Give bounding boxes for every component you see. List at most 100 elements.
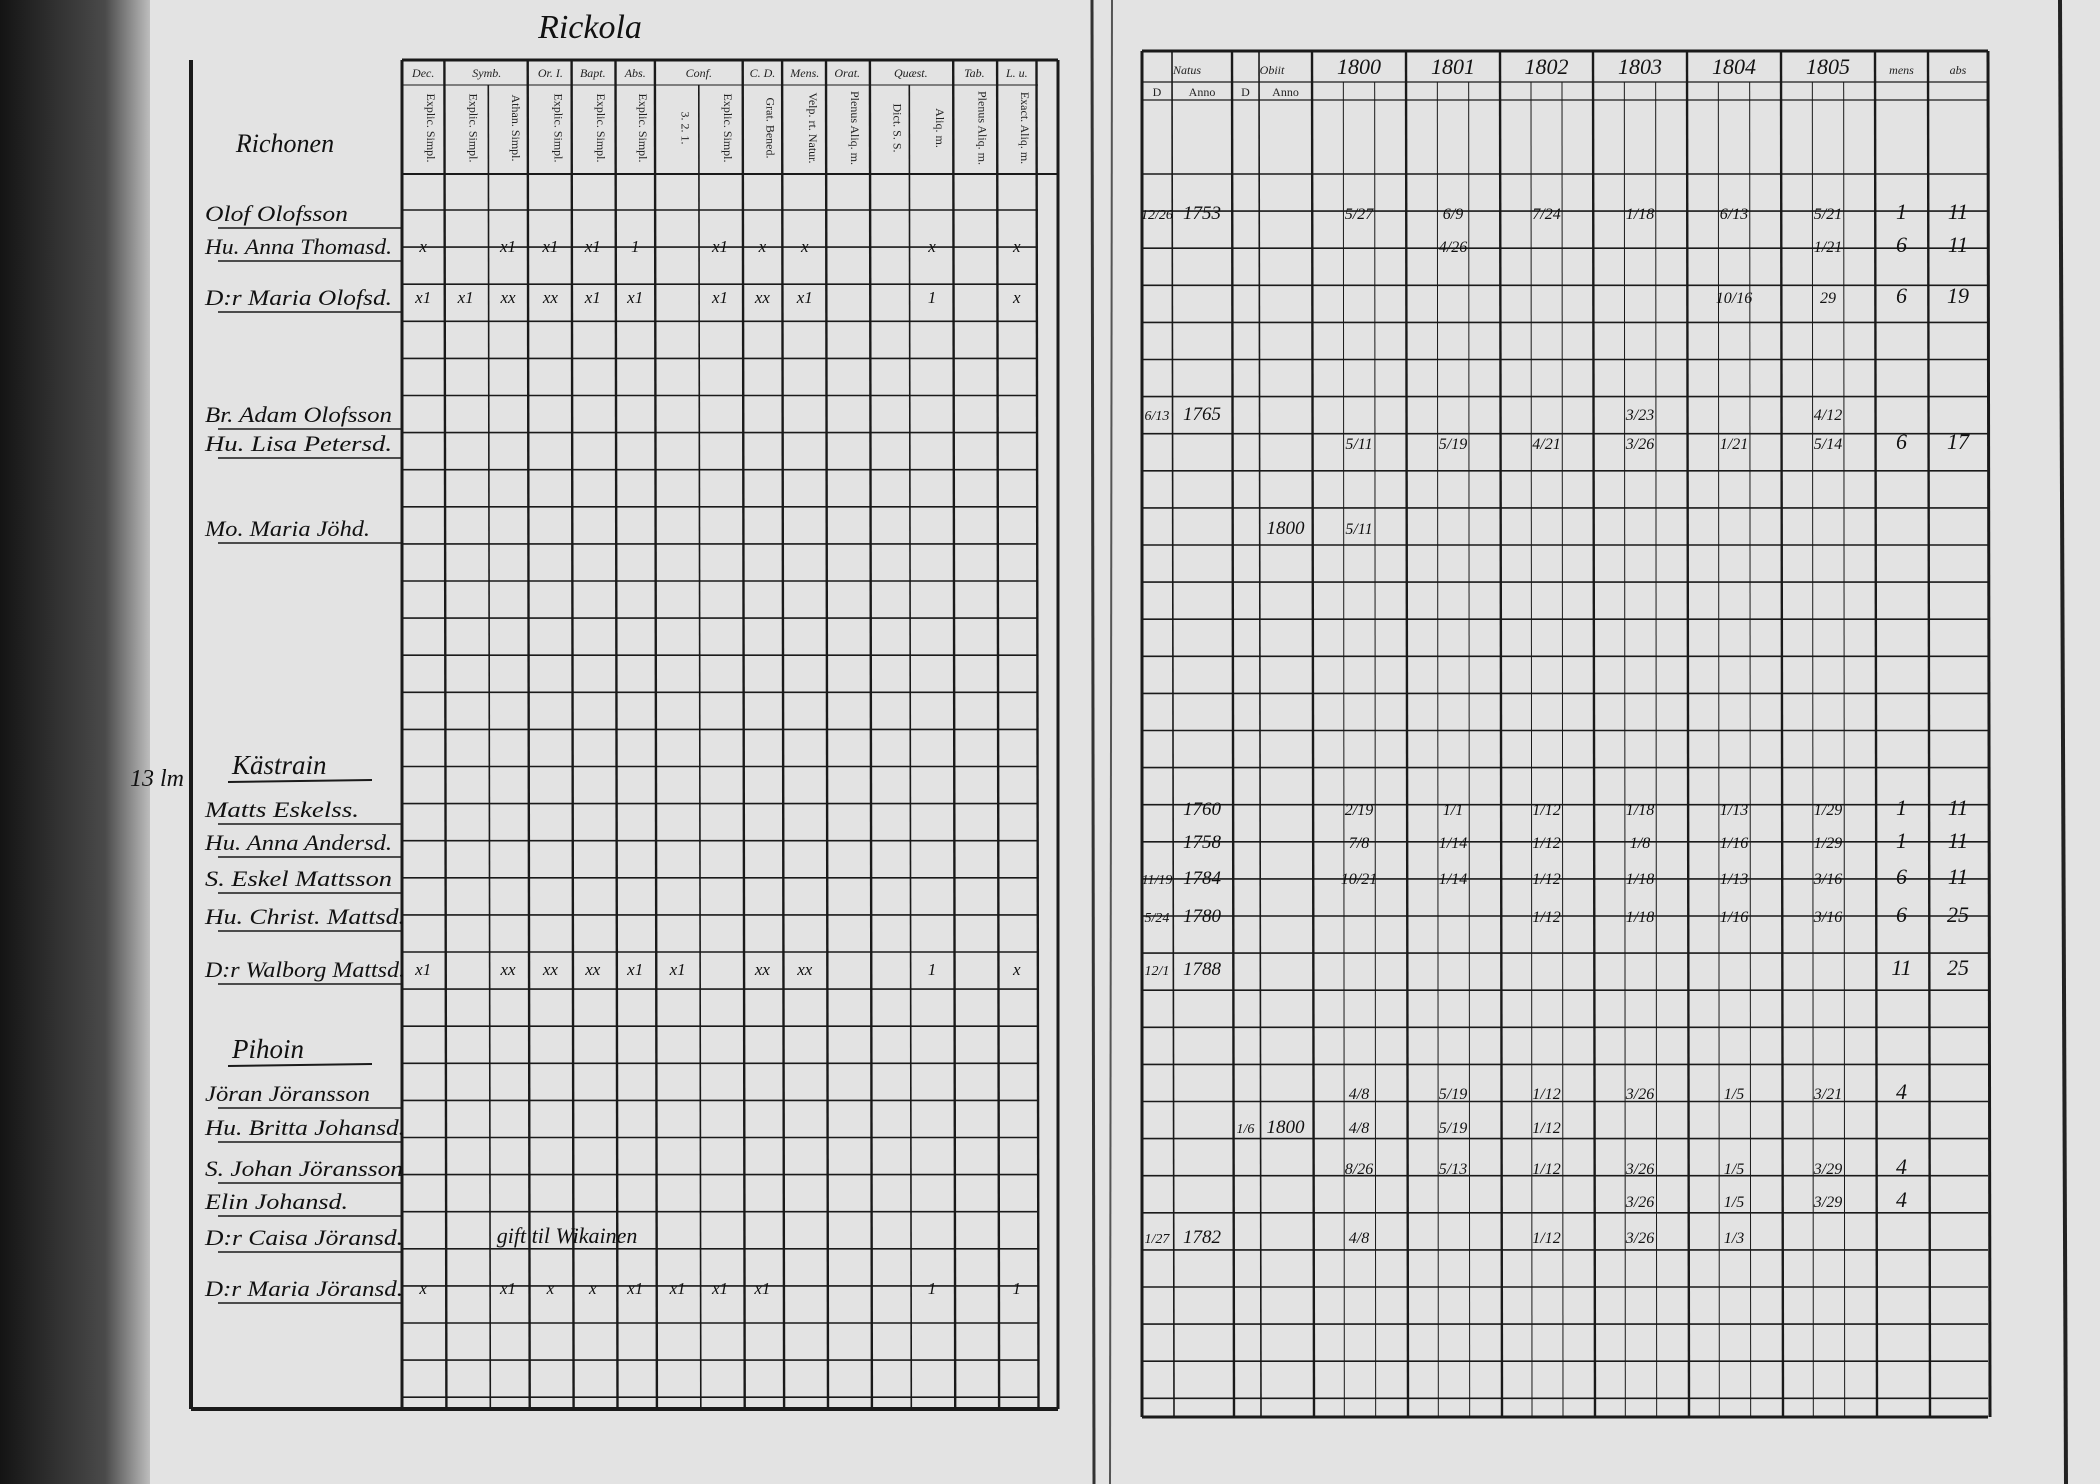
date-anno: 1784	[1183, 868, 1222, 889]
person-name: D:r Maria Olofsd.	[204, 285, 392, 310]
rule	[1171, 50, 1175, 1418]
examination-mark: x1	[584, 288, 601, 307]
examination-mark: x1	[711, 237, 728, 256]
rule	[1404, 50, 1410, 1418]
rule	[868, 59, 874, 1410]
year-entry: 3/16	[1813, 871, 1842, 888]
rule	[614, 59, 619, 1410]
examination-mark: x1	[457, 288, 474, 307]
year-entry: 1/18	[1626, 206, 1654, 223]
examination-mark: x1	[541, 237, 558, 256]
year-entry: 25	[1947, 955, 1969, 980]
year-entry: 1/12	[1532, 871, 1560, 888]
rule	[1843, 81, 1846, 1418]
year-entry: 5/14	[1814, 436, 1842, 453]
column-subheader: 3. 2. 1.	[679, 112, 693, 145]
year-entry: 1/14	[1439, 871, 1467, 888]
year-entry: 3/21	[1813, 1086, 1842, 1103]
year-entry: 10/16	[1716, 290, 1752, 307]
rule	[780, 59, 786, 1410]
rule	[1561, 81, 1564, 1418]
year-entry: 5/11	[1345, 436, 1372, 453]
year-entry: 3/26	[1625, 1194, 1654, 1211]
examination-mark: x	[927, 237, 936, 256]
examination-mark: x1	[584, 237, 601, 256]
year-entry: 6/9	[1443, 206, 1463, 223]
examination-mark: xx	[499, 960, 516, 979]
examination-mark: x1	[711, 288, 728, 307]
year-entry: 3/26	[1625, 1230, 1654, 1247]
rule	[1926, 50, 1932, 1418]
person-name: D:r Walborg Mattsd.	[204, 957, 405, 982]
examination-mark: x	[800, 237, 809, 256]
rule	[1374, 81, 1377, 1418]
date-anno: 1758	[1183, 832, 1222, 853]
year-entry: 8/26	[1345, 1161, 1373, 1178]
rule	[1717, 81, 1720, 1418]
person-name: Mo. Maria Jöhd.	[204, 516, 370, 541]
year-entry: 1/3	[1724, 1230, 1744, 1247]
person-name: Hu. Anna Thomasd.	[204, 234, 392, 259]
column-header: mens	[1889, 63, 1914, 77]
column-subheader: Grat. Bened.	[763, 98, 777, 159]
year-entry: 29	[1820, 290, 1836, 307]
column-subheader: Plenus Aliq. m.	[848, 91, 862, 165]
rule	[443, 59, 448, 1410]
page-fold	[1109, 0, 1113, 1484]
column-subheader: Anno	[1272, 85, 1299, 99]
rule	[1749, 81, 1752, 1418]
examination-mark: x	[1012, 237, 1021, 256]
column-subheader: D	[1153, 85, 1162, 99]
year-entry: 1	[1896, 828, 1907, 853]
section-label: Kästrain	[231, 750, 327, 780]
examination-mark: x	[758, 237, 767, 256]
column-group: Bapt.	[580, 66, 606, 80]
year-entry: 1/13	[1720, 871, 1748, 888]
rule	[1591, 50, 1597, 1418]
year-entry: 1/18	[1626, 909, 1654, 926]
rule	[487, 84, 492, 1410]
year-entry: 4/26	[1439, 239, 1467, 256]
person-name: Matts Eskelss.	[204, 797, 359, 822]
examination-mark: 1	[928, 960, 937, 979]
column-group: Orat.	[834, 66, 860, 80]
examination-mark: 1	[928, 1279, 937, 1298]
column-group: Dec.	[411, 66, 434, 80]
rule	[697, 84, 702, 1410]
examination-mark: x	[418, 1279, 427, 1298]
year-entry: 2/19	[1345, 802, 1373, 819]
year-entry: 1/21	[1814, 239, 1842, 256]
year-entry: 4	[1896, 1079, 1907, 1104]
year-entry: 6/13	[1720, 206, 1748, 223]
date-anno: 1780	[1183, 906, 1222, 927]
date-day: 5/24	[1145, 911, 1170, 926]
column-subheader: Velp. rt. Natur.	[806, 93, 820, 164]
year-entry: 17	[1947, 429, 1970, 454]
date-anno: 1782	[1183, 1227, 1222, 1248]
examination-mark: x1	[626, 960, 643, 979]
column-group: Abs.	[624, 66, 646, 80]
year-entry: 1/12	[1532, 1120, 1560, 1137]
year-entry: 3/23	[1625, 407, 1654, 424]
year-entry: 10/21	[1341, 871, 1377, 888]
rule	[824, 59, 830, 1410]
column-header: 1803	[1618, 54, 1662, 79]
column-group: C. D.	[750, 66, 776, 80]
year-entry: 4/12	[1814, 407, 1842, 424]
year-entry: 1/5	[1724, 1161, 1744, 1178]
person-name: Hu. Britta Johansd.	[204, 1115, 405, 1140]
rule	[1035, 59, 1040, 1410]
column-subheader: Explic. Simpl.	[636, 94, 650, 163]
rule	[1230, 50, 1236, 1418]
rule	[1811, 81, 1814, 1418]
year-entry: 6	[1896, 283, 1907, 308]
year-entry: 1/16	[1720, 835, 1748, 852]
year-entry: 1/12	[1532, 802, 1560, 819]
year-entry: 11	[1948, 199, 1968, 224]
column-subheader: Explic. Simpl.	[594, 94, 608, 163]
year-entry: 4/21	[1532, 436, 1560, 453]
year-entry: 6	[1896, 902, 1907, 927]
column-header: 1802	[1525, 54, 1569, 79]
examination-mark: x	[588, 1279, 597, 1298]
year-entry: 7/8	[1349, 835, 1369, 852]
